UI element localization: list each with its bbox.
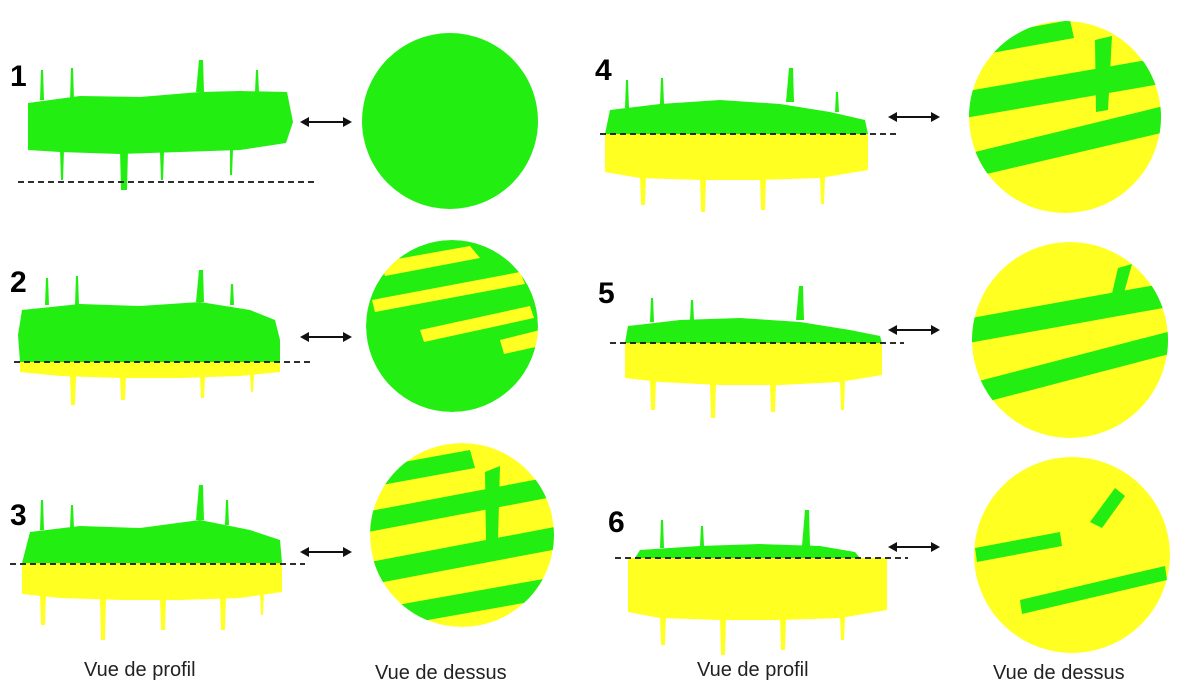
caption-left-profile: Vue de profil	[84, 659, 196, 681]
caption-left-top: Vue de dessus	[375, 662, 507, 684]
profile-view-6	[628, 510, 887, 655]
caption-right-top: Vue de dessus	[993, 662, 1125, 684]
top-view-2	[366, 240, 538, 412]
profile-view-3	[22, 485, 282, 640]
top-view-4	[969, 21, 1161, 213]
top-view-1	[362, 33, 538, 209]
panel-number-2: 2	[10, 266, 27, 299]
profile-view-2	[18, 270, 280, 405]
panel-number-3: 3	[10, 499, 27, 532]
top-view-6	[974, 457, 1170, 653]
arrow-3	[300, 547, 352, 557]
caption-right-profile: Vue de profil	[697, 659, 809, 681]
arrow-6	[888, 542, 940, 552]
arrow-5	[888, 325, 940, 335]
arrow-4	[888, 112, 940, 122]
panel-number-1: 1	[10, 60, 27, 93]
panel-number-6: 6	[608, 506, 625, 539]
top-view-5	[972, 242, 1168, 438]
arrow-1	[300, 117, 352, 127]
profile-view-1	[28, 60, 293, 190]
arrow-2	[300, 332, 352, 342]
panel-number-5: 5	[598, 277, 615, 310]
top-view-3	[370, 443, 554, 627]
profile-view-5	[625, 286, 882, 418]
profile-view-4	[605, 68, 868, 212]
panel-number-4: 4	[595, 54, 612, 87]
